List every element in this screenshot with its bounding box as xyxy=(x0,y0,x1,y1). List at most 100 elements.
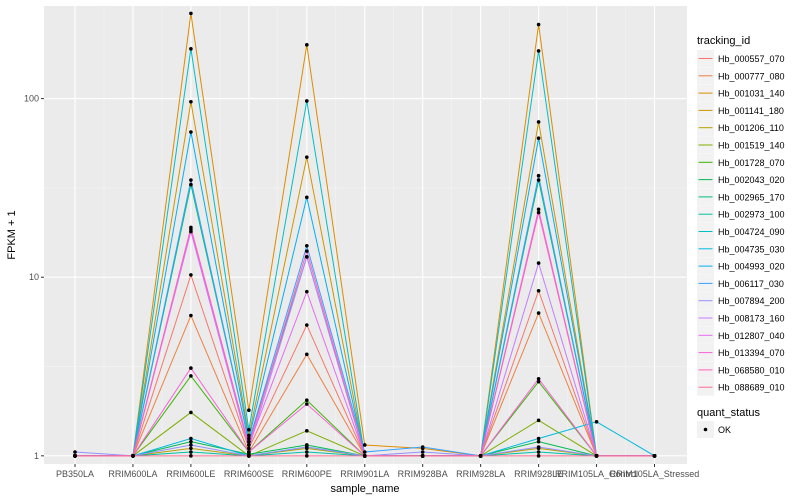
data-point xyxy=(536,207,541,212)
x-tick-label: RRIM928LE xyxy=(514,469,563,479)
legend-label: Hb_000777_080 xyxy=(718,71,785,81)
data-point xyxy=(189,225,193,230)
y-tick-label: 1 xyxy=(34,451,39,461)
legend-item: Hb_007894_200 xyxy=(697,292,785,310)
x-axis: PB350LA RRIM600LA RRIM600LE RRIM600SE RRIM60… xyxy=(56,464,699,479)
legend-item: Hb_008173_160 xyxy=(697,309,785,327)
legend-label: Hb_001519_140 xyxy=(718,141,785,151)
data-point xyxy=(362,443,367,447)
data-point xyxy=(247,450,251,454)
data-point xyxy=(536,439,541,444)
data-point xyxy=(305,352,309,357)
data-point xyxy=(189,374,193,378)
data-point xyxy=(189,446,193,451)
legend-item: Hb_001206_110 xyxy=(697,119,784,137)
data-point xyxy=(594,454,599,458)
data-point xyxy=(305,249,309,253)
y-axis-title: FPKM + 1 xyxy=(6,210,18,259)
data-point xyxy=(189,99,193,104)
series-points xyxy=(73,11,657,458)
data-point xyxy=(247,427,251,432)
data-point xyxy=(305,445,309,449)
data-point xyxy=(420,445,425,449)
data-point xyxy=(536,178,541,182)
legend-title: tracking_id xyxy=(697,35,750,47)
legend-label: Hb_001031_140 xyxy=(718,89,785,99)
data-point xyxy=(305,195,309,200)
data-point xyxy=(536,376,541,381)
legend-label: Hb_013394_070 xyxy=(718,348,785,358)
legend-label: Hb_068580_010 xyxy=(718,365,785,375)
data-point xyxy=(189,436,193,441)
data-point xyxy=(73,450,77,454)
point-legend-items: OK xyxy=(697,421,731,438)
data-point xyxy=(247,408,251,413)
data-point xyxy=(305,43,309,47)
legend-item: Hb_004724_090 xyxy=(697,223,785,240)
legend-label: Hb_007894_200 xyxy=(718,296,785,306)
legend-item: Hb_004735_030 xyxy=(697,240,785,258)
data-point xyxy=(247,454,251,458)
data-point xyxy=(247,439,251,444)
legend-item: Hb_000777_080 xyxy=(697,67,785,85)
data-point xyxy=(189,443,193,447)
data-point xyxy=(305,454,309,458)
data-point xyxy=(305,450,309,454)
data-point xyxy=(362,450,367,454)
data-point xyxy=(536,450,541,454)
data-point xyxy=(305,99,309,103)
data-point xyxy=(536,288,541,293)
legend-label: Hb_001728_070 xyxy=(718,158,785,168)
legend-item: Hb_002965_170 xyxy=(697,188,785,206)
data-point xyxy=(247,433,251,438)
data-point xyxy=(305,398,309,402)
data-point xyxy=(189,11,193,16)
legend-item: Hb_001031_140 xyxy=(697,84,785,102)
x-tick-label: RRIM600SE xyxy=(224,469,274,479)
data-point xyxy=(536,445,541,449)
data-point xyxy=(478,454,483,458)
data-point xyxy=(189,178,193,182)
data-point xyxy=(420,450,425,454)
data-point xyxy=(189,130,193,134)
data-point xyxy=(189,313,193,318)
legend-item: Hb_002043_020 xyxy=(697,171,785,189)
data-point xyxy=(305,155,309,159)
data-point xyxy=(189,454,193,458)
data-point xyxy=(594,420,599,424)
x-tick-label: RRIM600LE xyxy=(166,469,215,479)
legend-items: Hb_000557_070 Hb_000777_080 Hb_001031_140 H… xyxy=(697,50,785,396)
data-point xyxy=(189,410,193,415)
legend-label: Hb_002965_170 xyxy=(718,192,785,202)
x-tick-label: RRIM901LA xyxy=(340,469,389,479)
x-tick-label: RRIM600LA xyxy=(108,469,157,479)
data-point xyxy=(536,379,541,384)
data-point xyxy=(189,273,193,277)
legend-item: Hb_001141_180 xyxy=(697,101,784,119)
legend-label: Hb_004724_090 xyxy=(718,227,785,237)
data-point xyxy=(305,402,309,406)
legend-label: Hb_002973_100 xyxy=(718,210,785,220)
data-point xyxy=(420,454,425,458)
data-point xyxy=(536,210,541,215)
data-point xyxy=(536,436,541,441)
grid-major xyxy=(44,6,687,464)
legend-label: Hb_001141_180 xyxy=(718,106,784,116)
legend-label: Hb_008173_160 xyxy=(718,314,785,324)
y-tick-label: 10 xyxy=(29,272,39,282)
legend-label: Hb_000557_070 xyxy=(718,54,785,64)
legend-item: Hb_001728_070 xyxy=(697,153,785,171)
legend-label: Hb_001206_110 xyxy=(718,123,784,133)
data-point xyxy=(536,22,541,27)
data-point xyxy=(536,49,541,53)
x-tick-label: RRIM600PE xyxy=(282,469,332,479)
legend-item: Hb_002973_100 xyxy=(697,205,785,223)
data-point xyxy=(362,454,367,458)
x-axis-title: sample_name xyxy=(330,483,399,495)
data-point xyxy=(305,429,309,433)
legend-label: Hb_002043_020 xyxy=(718,175,785,185)
x-tick-label: RRIM928BA xyxy=(398,469,448,479)
data-point xyxy=(305,323,309,327)
y-axis: 1 10 100 xyxy=(24,94,44,461)
